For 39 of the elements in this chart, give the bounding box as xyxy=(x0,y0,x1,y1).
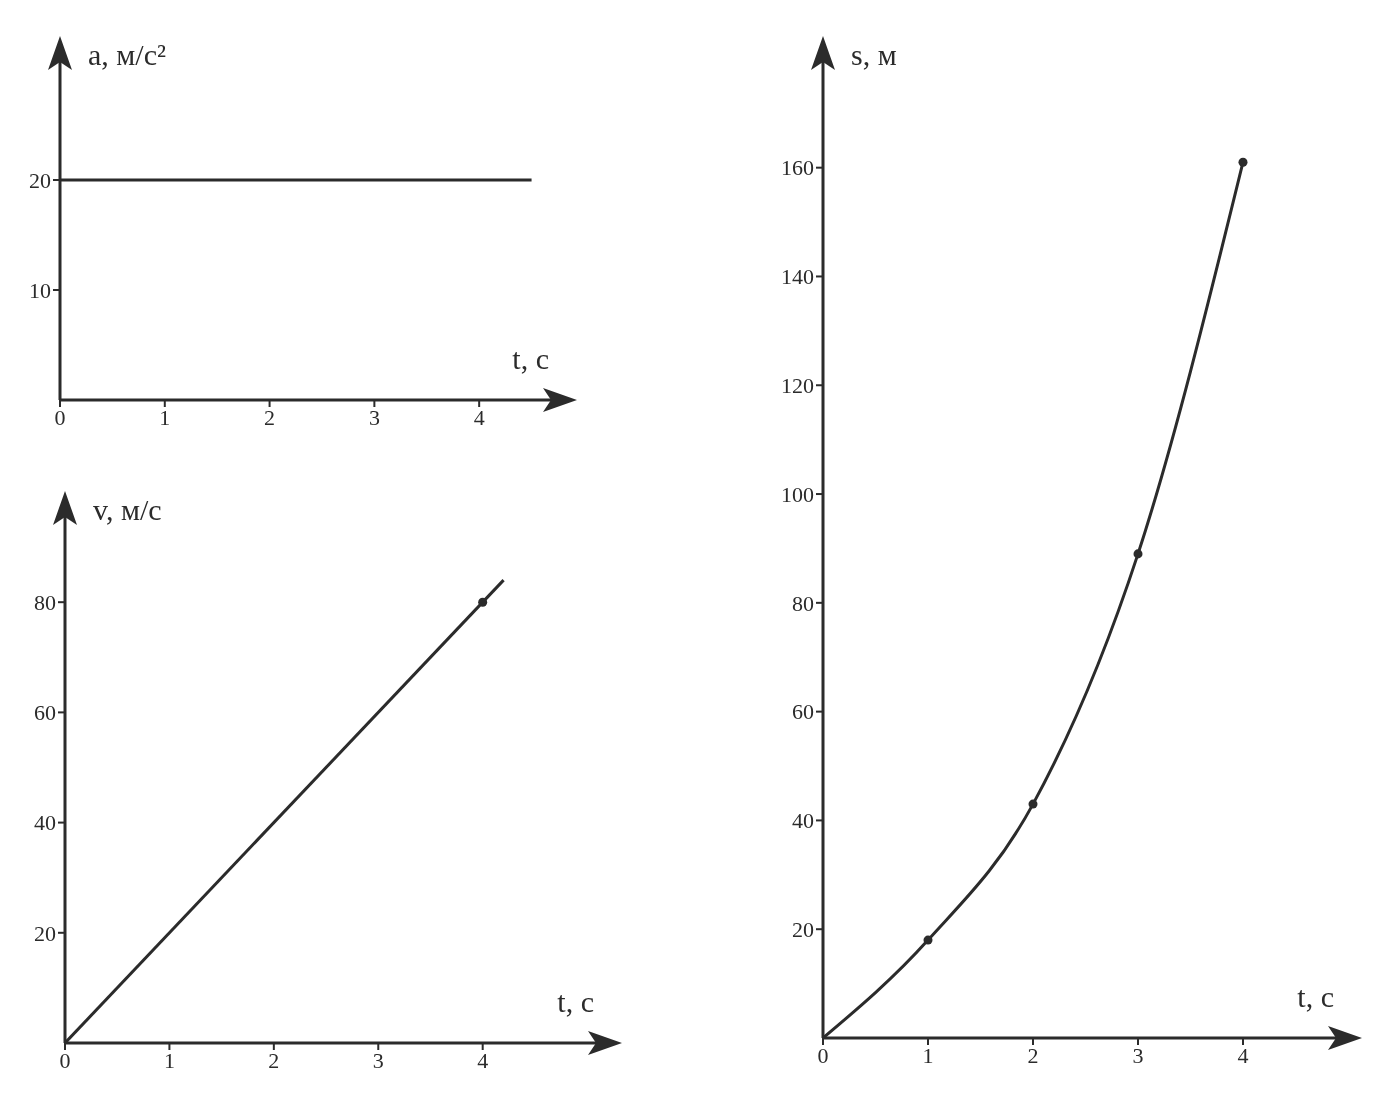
y-tick-label: 80 xyxy=(792,590,814,616)
point xyxy=(1028,799,1038,809)
x-tick-label: 3 xyxy=(368,404,380,430)
x-tick-label: 1 xyxy=(922,1042,934,1068)
y-tick-label: 120 xyxy=(781,373,814,399)
x-tick-label: 1 xyxy=(159,404,171,430)
y-axis-title: s, м xyxy=(851,38,897,72)
x-tick-label: 0 xyxy=(59,1047,71,1073)
y-tick-label: 140 xyxy=(781,264,814,290)
y-tick-label: 10 xyxy=(29,277,51,303)
y-tick-label: 60 xyxy=(792,699,814,725)
x-tick-label: 2 xyxy=(1027,1042,1039,1068)
x-tick-label: 1 xyxy=(163,1047,175,1073)
y-tick-label: 20 xyxy=(34,920,56,946)
y-tick-label: 20 xyxy=(29,167,51,193)
x-tick-label: 3 xyxy=(1132,1042,1144,1068)
x-tick-label: 0 xyxy=(817,1042,829,1068)
point xyxy=(1133,549,1143,559)
x-tick-label: 2 xyxy=(268,1047,280,1073)
y-tick-label: 100 xyxy=(781,481,814,507)
x-axis-title: t, с xyxy=(557,985,594,1019)
y-tick-label: 40 xyxy=(792,808,814,834)
x-tick-label: 2 xyxy=(264,404,276,430)
x-tick-label: 4 xyxy=(473,404,485,430)
y-axis-title: v, м/с xyxy=(93,493,162,527)
x-tick-label: 0 xyxy=(54,404,66,430)
x-tick-label: 3 xyxy=(372,1047,384,1073)
y-tick-label: 40 xyxy=(34,810,56,836)
y-tick-label: 20 xyxy=(792,917,814,943)
y-tick-label: 160 xyxy=(781,155,814,181)
x-tick-label: 4 xyxy=(1237,1042,1249,1068)
point xyxy=(923,935,933,945)
x-tick-label: 4 xyxy=(477,1047,489,1073)
point xyxy=(1238,157,1248,167)
x-axis-title: t, с xyxy=(1297,980,1334,1014)
x-axis-title: t, с xyxy=(512,342,549,376)
y-tick-label: 60 xyxy=(34,700,56,726)
y-axis-title: a, м/с² xyxy=(88,38,166,72)
y-tick-label: 80 xyxy=(34,589,56,615)
